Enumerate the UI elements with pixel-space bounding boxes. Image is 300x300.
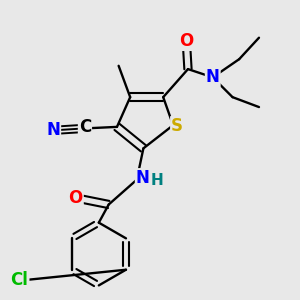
- Text: H: H: [150, 173, 163, 188]
- Text: O: O: [69, 189, 83, 207]
- Text: N: N: [206, 68, 220, 86]
- Text: N: N: [46, 121, 60, 139]
- Text: N: N: [136, 169, 150, 187]
- Text: O: O: [179, 32, 194, 50]
- Text: C: C: [79, 118, 91, 136]
- Text: Cl: Cl: [11, 272, 28, 290]
- Text: S: S: [171, 117, 183, 135]
